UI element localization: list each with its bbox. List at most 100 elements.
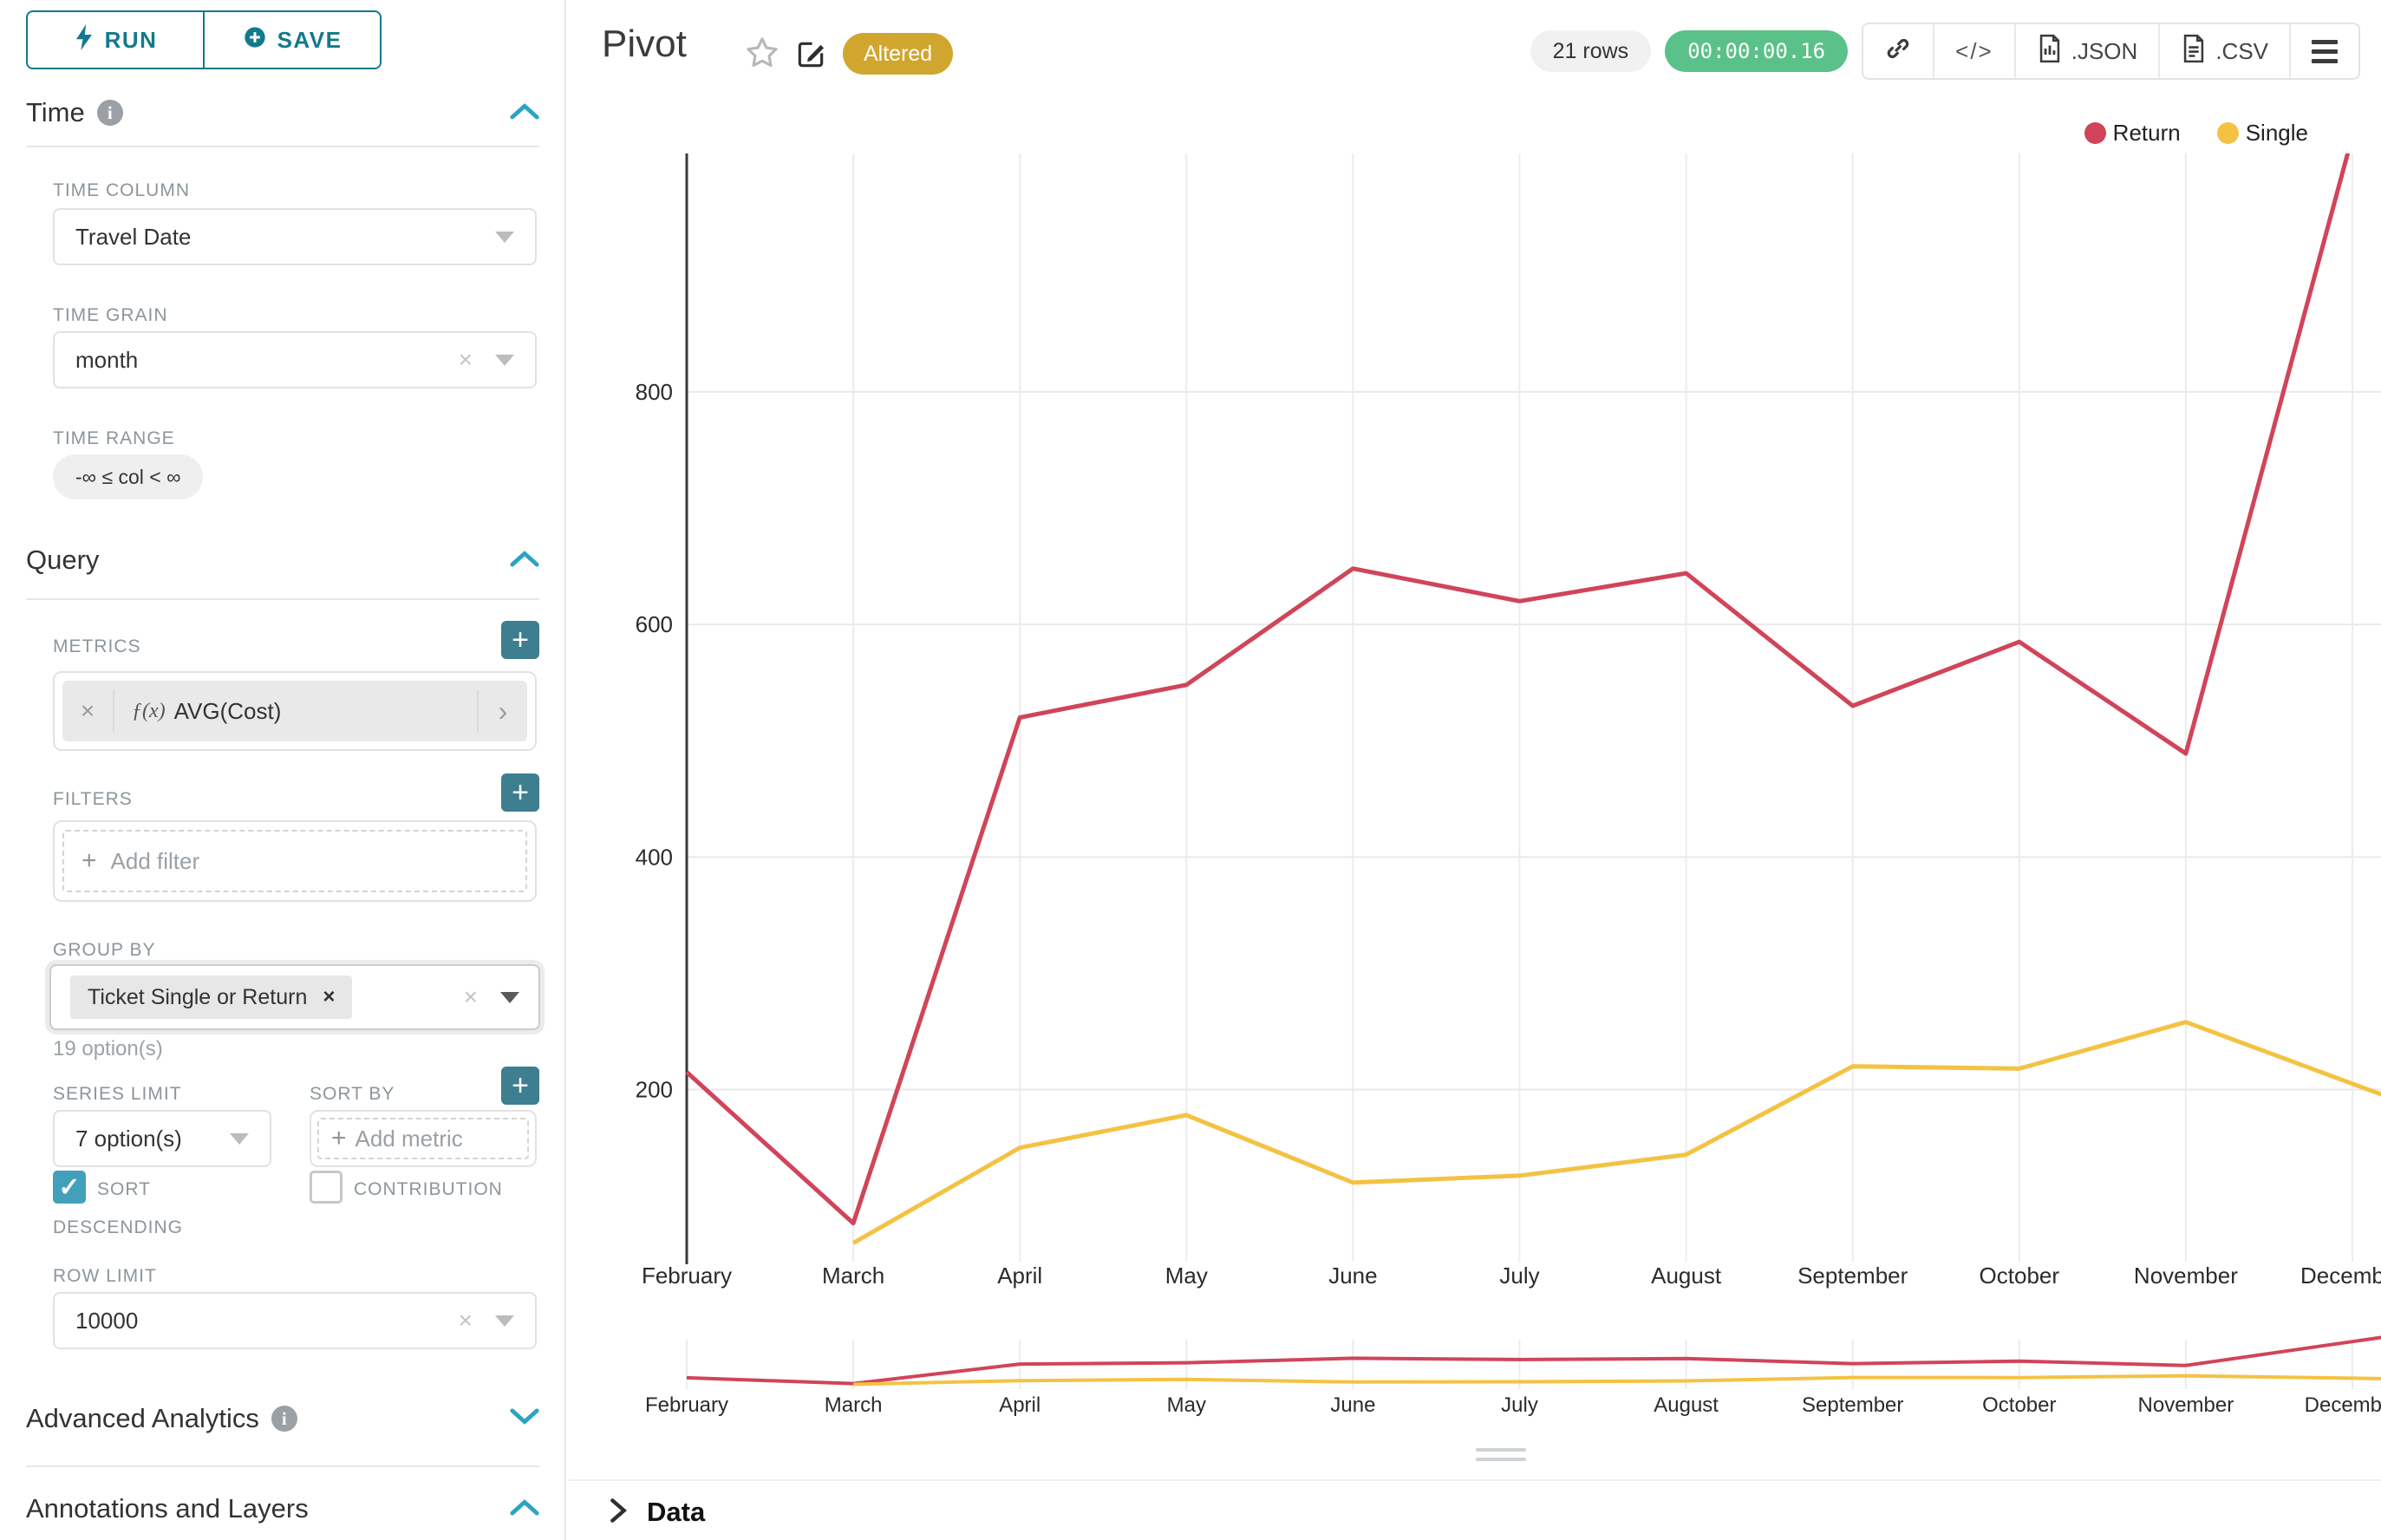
- chart-resize-handle[interactable]: [1476, 1448, 1526, 1461]
- button-divider: [203, 12, 205, 68]
- legend-dot-icon: [2216, 122, 2239, 144]
- annotations-header[interactable]: Annotations and Layers: [26, 1493, 539, 1524]
- add-filter-button[interactable]: + Add filter: [62, 830, 527, 892]
- add-filter-plus-button[interactable]: +: [501, 773, 539, 812]
- advanced-analytics-title: Advanced Analytics: [26, 1403, 259, 1433]
- advanced-analytics-header[interactable]: Advanced Analytics i: [26, 1403, 539, 1434]
- query-section-title: Query: [26, 545, 100, 575]
- group-by-select[interactable]: Ticket Single or Return × ×: [49, 964, 540, 1030]
- chart-title: Pivot: [602, 23, 687, 65]
- time-section-header[interactable]: Time i: [26, 97, 539, 128]
- metrics-box: × ƒ(x) AVG(Cost) ›: [53, 671, 537, 751]
- svg-text:July: July: [1499, 1263, 1539, 1289]
- chevron-up-icon[interactable]: [510, 101, 539, 125]
- sort-by-box: + Add metric: [310, 1110, 537, 1167]
- chevron-up-icon[interactable]: [510, 1498, 539, 1521]
- svg-text:December: December: [2300, 1263, 2381, 1289]
- export-button-group: </> .JSON .CSV: [1862, 23, 2360, 80]
- link-icon: [1884, 35, 1912, 69]
- caret-down-icon[interactable]: [495, 231, 514, 243]
- query-section-header[interactable]: Query: [26, 545, 539, 576]
- view-query-button[interactable]: </>: [1934, 24, 2014, 78]
- legend-item-return[interactable]: Return: [2084, 120, 2181, 147]
- svg-text:June: June: [1330, 1393, 1375, 1417]
- svg-text:August: August: [1651, 1263, 1722, 1289]
- svg-text:800: 800: [636, 379, 673, 405]
- export-json-button[interactable]: .JSON: [2016, 24, 2159, 78]
- header-actions: 21 rows 00:00:00.16 </> .JSON: [1530, 23, 2360, 80]
- export-csv-button[interactable]: .CSV: [2160, 24, 2289, 78]
- chart-legend: Return Single: [2084, 120, 2308, 147]
- favorite-star-icon[interactable]: [744, 35, 780, 71]
- svg-text:February: February: [645, 1393, 728, 1417]
- plus-icon: +: [82, 846, 97, 875]
- group-by-tag-label: Ticket Single or Return: [88, 984, 308, 1009]
- options-hint: 19 option(s): [53, 1037, 163, 1060]
- group-by-label: GROUP BY: [53, 940, 156, 960]
- data-panel-title: Data: [647, 1497, 706, 1527]
- divider: [26, 1465, 539, 1467]
- time-range-label: TIME RANGE: [53, 428, 175, 448]
- time-column-select[interactable]: Travel Date: [53, 208, 537, 265]
- caret-down-icon[interactable]: [230, 1132, 249, 1145]
- group-by-tag[interactable]: Ticket Single or Return ×: [70, 976, 353, 1019]
- svg-text:October: October: [1982, 1393, 2056, 1417]
- remove-tag-icon[interactable]: ×: [323, 985, 336, 1008]
- time-section-title: Time: [26, 97, 85, 127]
- clear-icon[interactable]: ×: [458, 1307, 473, 1334]
- share-link-button[interactable]: [1863, 24, 1933, 78]
- save-button[interactable]: SAVE: [205, 12, 380, 68]
- svg-text:October: October: [1980, 1263, 2060, 1289]
- fx-icon: ƒ(x): [132, 699, 166, 722]
- contribution-checkbox[interactable]: [310, 1171, 342, 1204]
- svg-text:April: April: [997, 1263, 1042, 1289]
- add-sort-metric-plus-button[interactable]: +: [501, 1067, 539, 1105]
- clear-icon[interactable]: ×: [458, 346, 473, 373]
- add-metric-button[interactable]: +: [501, 621, 539, 659]
- remove-metric-icon[interactable]: ×: [80, 697, 95, 724]
- run-button[interactable]: RUN: [28, 12, 203, 68]
- legend-label: Single: [2245, 120, 2308, 146]
- query-timer-badge: 00:00:00.16: [1665, 30, 1849, 72]
- plus-circle-icon: [243, 25, 267, 55]
- caret-down-icon[interactable]: [495, 1315, 514, 1327]
- series-limit-label: SERIES LIMIT: [53, 1084, 182, 1104]
- save-button-label: SAVE: [277, 26, 342, 53]
- metric-value: AVG(Cost): [173, 697, 282, 724]
- clear-icon[interactable]: ×: [463, 983, 478, 1010]
- series-limit-select[interactable]: 7 option(s): [53, 1110, 271, 1167]
- data-panel-toggle[interactable]: Data: [607, 1497, 705, 1528]
- chevron-right-icon[interactable]: ›: [498, 695, 508, 727]
- svg-text:July: July: [1501, 1393, 1538, 1417]
- time-grain-value: month: [75, 346, 139, 373]
- time-column-value: Travel Date: [75, 223, 192, 250]
- chevron-down-icon[interactable]: [510, 1407, 539, 1431]
- time-column-label: TIME COLUMN: [53, 180, 190, 200]
- sort-by-label: SORT BY: [310, 1084, 395, 1104]
- chart-menu-button[interactable]: [2291, 24, 2358, 78]
- add-sort-metric-button[interactable]: + Add metric: [317, 1118, 529, 1159]
- contribution-label: CONTRIBUTION: [354, 1179, 503, 1199]
- svg-text:November: November: [2134, 1263, 2238, 1289]
- svg-text:September: September: [1802, 1393, 1903, 1417]
- caret-down-icon[interactable]: [500, 991, 519, 1003]
- chevron-up-icon[interactable]: [510, 549, 539, 572]
- metric-pill[interactable]: × ƒ(x) AVG(Cost) ›: [62, 681, 527, 741]
- add-sort-metric-placeholder: Add metric: [355, 1125, 463, 1152]
- svg-text:August: August: [1654, 1393, 1719, 1417]
- time-grain-select[interactable]: month ×: [53, 331, 537, 388]
- row-limit-value: 10000: [75, 1307, 139, 1334]
- sort-descending-checkbox[interactable]: ✓: [53, 1171, 86, 1204]
- svg-text:May: May: [1165, 1263, 1208, 1289]
- run-button-label: RUN: [104, 26, 158, 53]
- time-grain-label: TIME GRAIN: [53, 305, 168, 325]
- info-icon: i: [271, 1406, 297, 1432]
- edit-title-icon[interactable]: [794, 38, 827, 71]
- time-range-pill[interactable]: -∞ ≤ col < ∞: [53, 454, 204, 499]
- control-panel: RUN SAVE Time i TIME COLUMN Travel Date …: [0, 0, 564, 1540]
- legend-item-single[interactable]: Single: [2216, 120, 2308, 147]
- plus-icon: +: [331, 1124, 347, 1152]
- caret-down-icon[interactable]: [495, 354, 514, 366]
- row-limit-select[interactable]: 10000 ×: [53, 1292, 537, 1349]
